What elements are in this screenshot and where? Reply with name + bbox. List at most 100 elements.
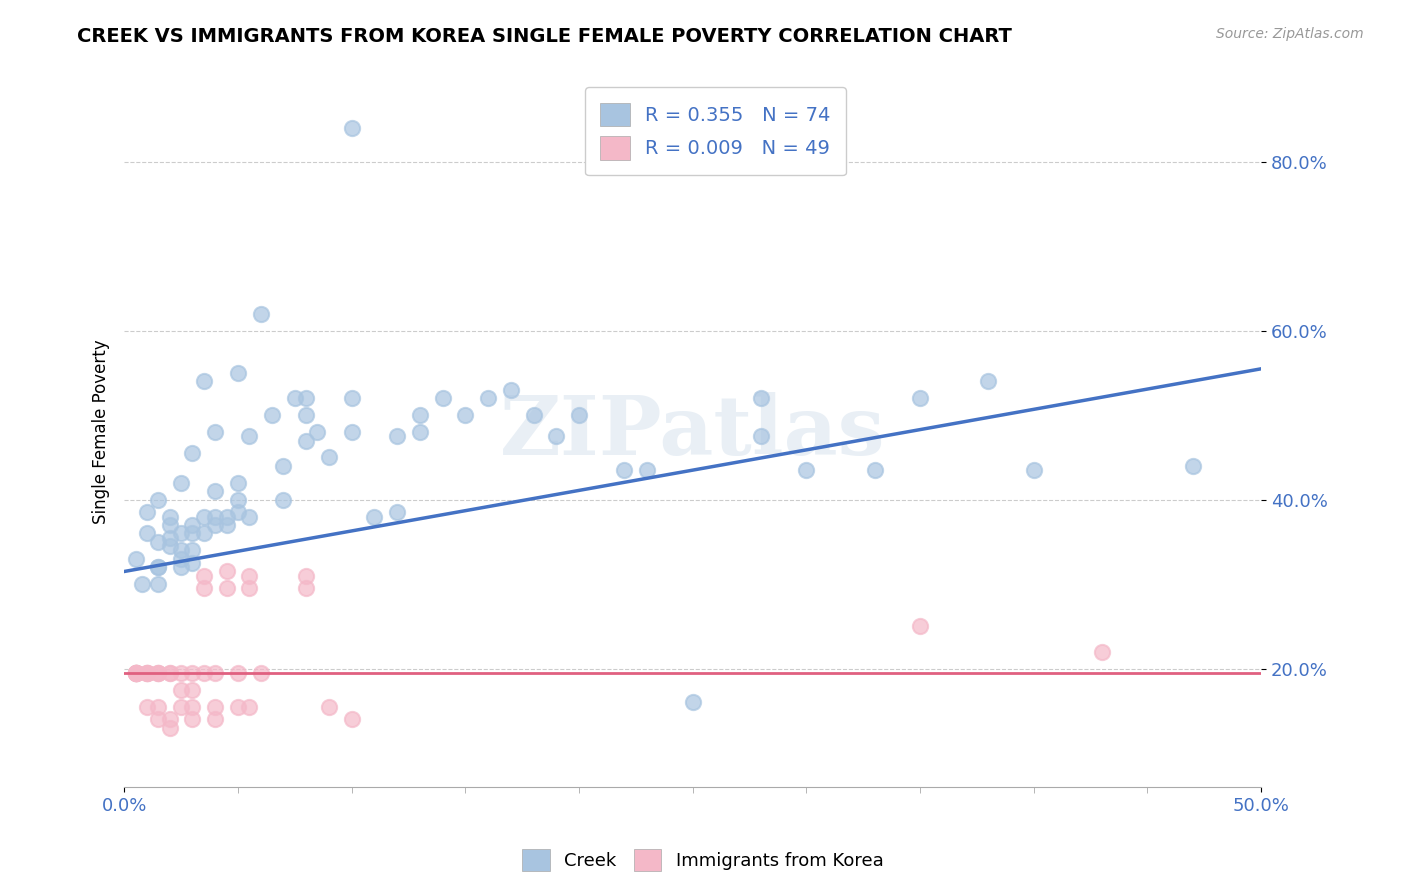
Point bbox=[284, 392, 307, 406]
Point bbox=[249, 307, 271, 321]
Point bbox=[226, 699, 249, 714]
Point bbox=[181, 712, 204, 726]
Point bbox=[131, 577, 153, 591]
Point bbox=[124, 665, 146, 680]
Point bbox=[863, 463, 886, 477]
Point bbox=[193, 509, 215, 524]
Point bbox=[159, 509, 181, 524]
Point bbox=[193, 568, 215, 582]
Point bbox=[159, 721, 181, 735]
Point bbox=[363, 509, 385, 524]
Text: CREEK VS IMMIGRANTS FROM KOREA SINGLE FEMALE POVERTY CORRELATION CHART: CREEK VS IMMIGRANTS FROM KOREA SINGLE FE… bbox=[77, 27, 1012, 45]
Point bbox=[204, 425, 226, 439]
Point bbox=[215, 509, 238, 524]
Point bbox=[908, 619, 931, 633]
Point bbox=[181, 699, 204, 714]
Point bbox=[124, 551, 146, 566]
Point bbox=[124, 665, 146, 680]
Point bbox=[215, 565, 238, 579]
Point bbox=[136, 699, 159, 714]
Point bbox=[1091, 645, 1114, 659]
Point bbox=[409, 425, 432, 439]
Point bbox=[249, 665, 271, 680]
Point bbox=[238, 509, 260, 524]
Point bbox=[124, 665, 146, 680]
Point bbox=[295, 582, 318, 596]
Point bbox=[385, 429, 408, 443]
Point bbox=[546, 429, 568, 443]
Point bbox=[170, 665, 193, 680]
Point bbox=[432, 392, 454, 406]
Point bbox=[215, 582, 238, 596]
Point bbox=[148, 577, 170, 591]
Point bbox=[273, 458, 295, 473]
Point bbox=[204, 518, 226, 533]
Point bbox=[749, 429, 772, 443]
Point bbox=[226, 665, 249, 680]
Point bbox=[318, 699, 340, 714]
Point bbox=[170, 682, 193, 697]
Point bbox=[226, 492, 249, 507]
Point bbox=[295, 392, 318, 406]
Point bbox=[340, 392, 363, 406]
Point bbox=[295, 409, 318, 423]
Point bbox=[148, 665, 170, 680]
Point bbox=[295, 434, 318, 448]
Point bbox=[1022, 463, 1045, 477]
Point bbox=[260, 409, 283, 423]
Point bbox=[148, 560, 170, 574]
Point bbox=[682, 695, 704, 709]
Point bbox=[238, 699, 260, 714]
Point bbox=[226, 475, 249, 490]
Point bbox=[193, 665, 215, 680]
Point bbox=[181, 556, 204, 570]
Point bbox=[159, 712, 181, 726]
Point bbox=[749, 392, 772, 406]
Point bbox=[136, 665, 159, 680]
Point bbox=[148, 560, 170, 574]
Point bbox=[148, 699, 170, 714]
Point bbox=[204, 509, 226, 524]
Point bbox=[340, 121, 363, 136]
Point bbox=[636, 463, 658, 477]
Point bbox=[908, 392, 931, 406]
Point bbox=[148, 535, 170, 549]
Point bbox=[454, 409, 477, 423]
Point bbox=[307, 425, 329, 439]
Legend: Creek, Immigrants from Korea: Creek, Immigrants from Korea bbox=[515, 842, 891, 879]
Point bbox=[193, 375, 215, 389]
Point bbox=[148, 665, 170, 680]
Text: ZIPatlas: ZIPatlas bbox=[501, 392, 886, 472]
Point bbox=[181, 665, 204, 680]
Point bbox=[226, 505, 249, 519]
Point bbox=[295, 568, 318, 582]
Point bbox=[181, 446, 204, 460]
Point bbox=[159, 518, 181, 533]
Point bbox=[159, 531, 181, 545]
Point bbox=[148, 492, 170, 507]
Point bbox=[238, 582, 260, 596]
Point bbox=[568, 409, 591, 423]
Point bbox=[136, 665, 159, 680]
Point bbox=[136, 526, 159, 541]
Point bbox=[522, 409, 544, 423]
Y-axis label: Single Female Poverty: Single Female Poverty bbox=[93, 340, 110, 524]
Point bbox=[340, 425, 363, 439]
Point bbox=[796, 463, 818, 477]
Point bbox=[170, 543, 193, 558]
Point bbox=[170, 475, 193, 490]
Point bbox=[148, 665, 170, 680]
Point bbox=[159, 665, 181, 680]
Point bbox=[409, 409, 432, 423]
Point bbox=[181, 682, 204, 697]
Point bbox=[170, 699, 193, 714]
Point bbox=[181, 518, 204, 533]
Point bbox=[170, 560, 193, 574]
Point bbox=[977, 375, 1000, 389]
Point bbox=[124, 665, 146, 680]
Point bbox=[273, 492, 295, 507]
Point bbox=[385, 505, 408, 519]
Point bbox=[136, 505, 159, 519]
Point bbox=[181, 526, 204, 541]
Point bbox=[124, 665, 146, 680]
